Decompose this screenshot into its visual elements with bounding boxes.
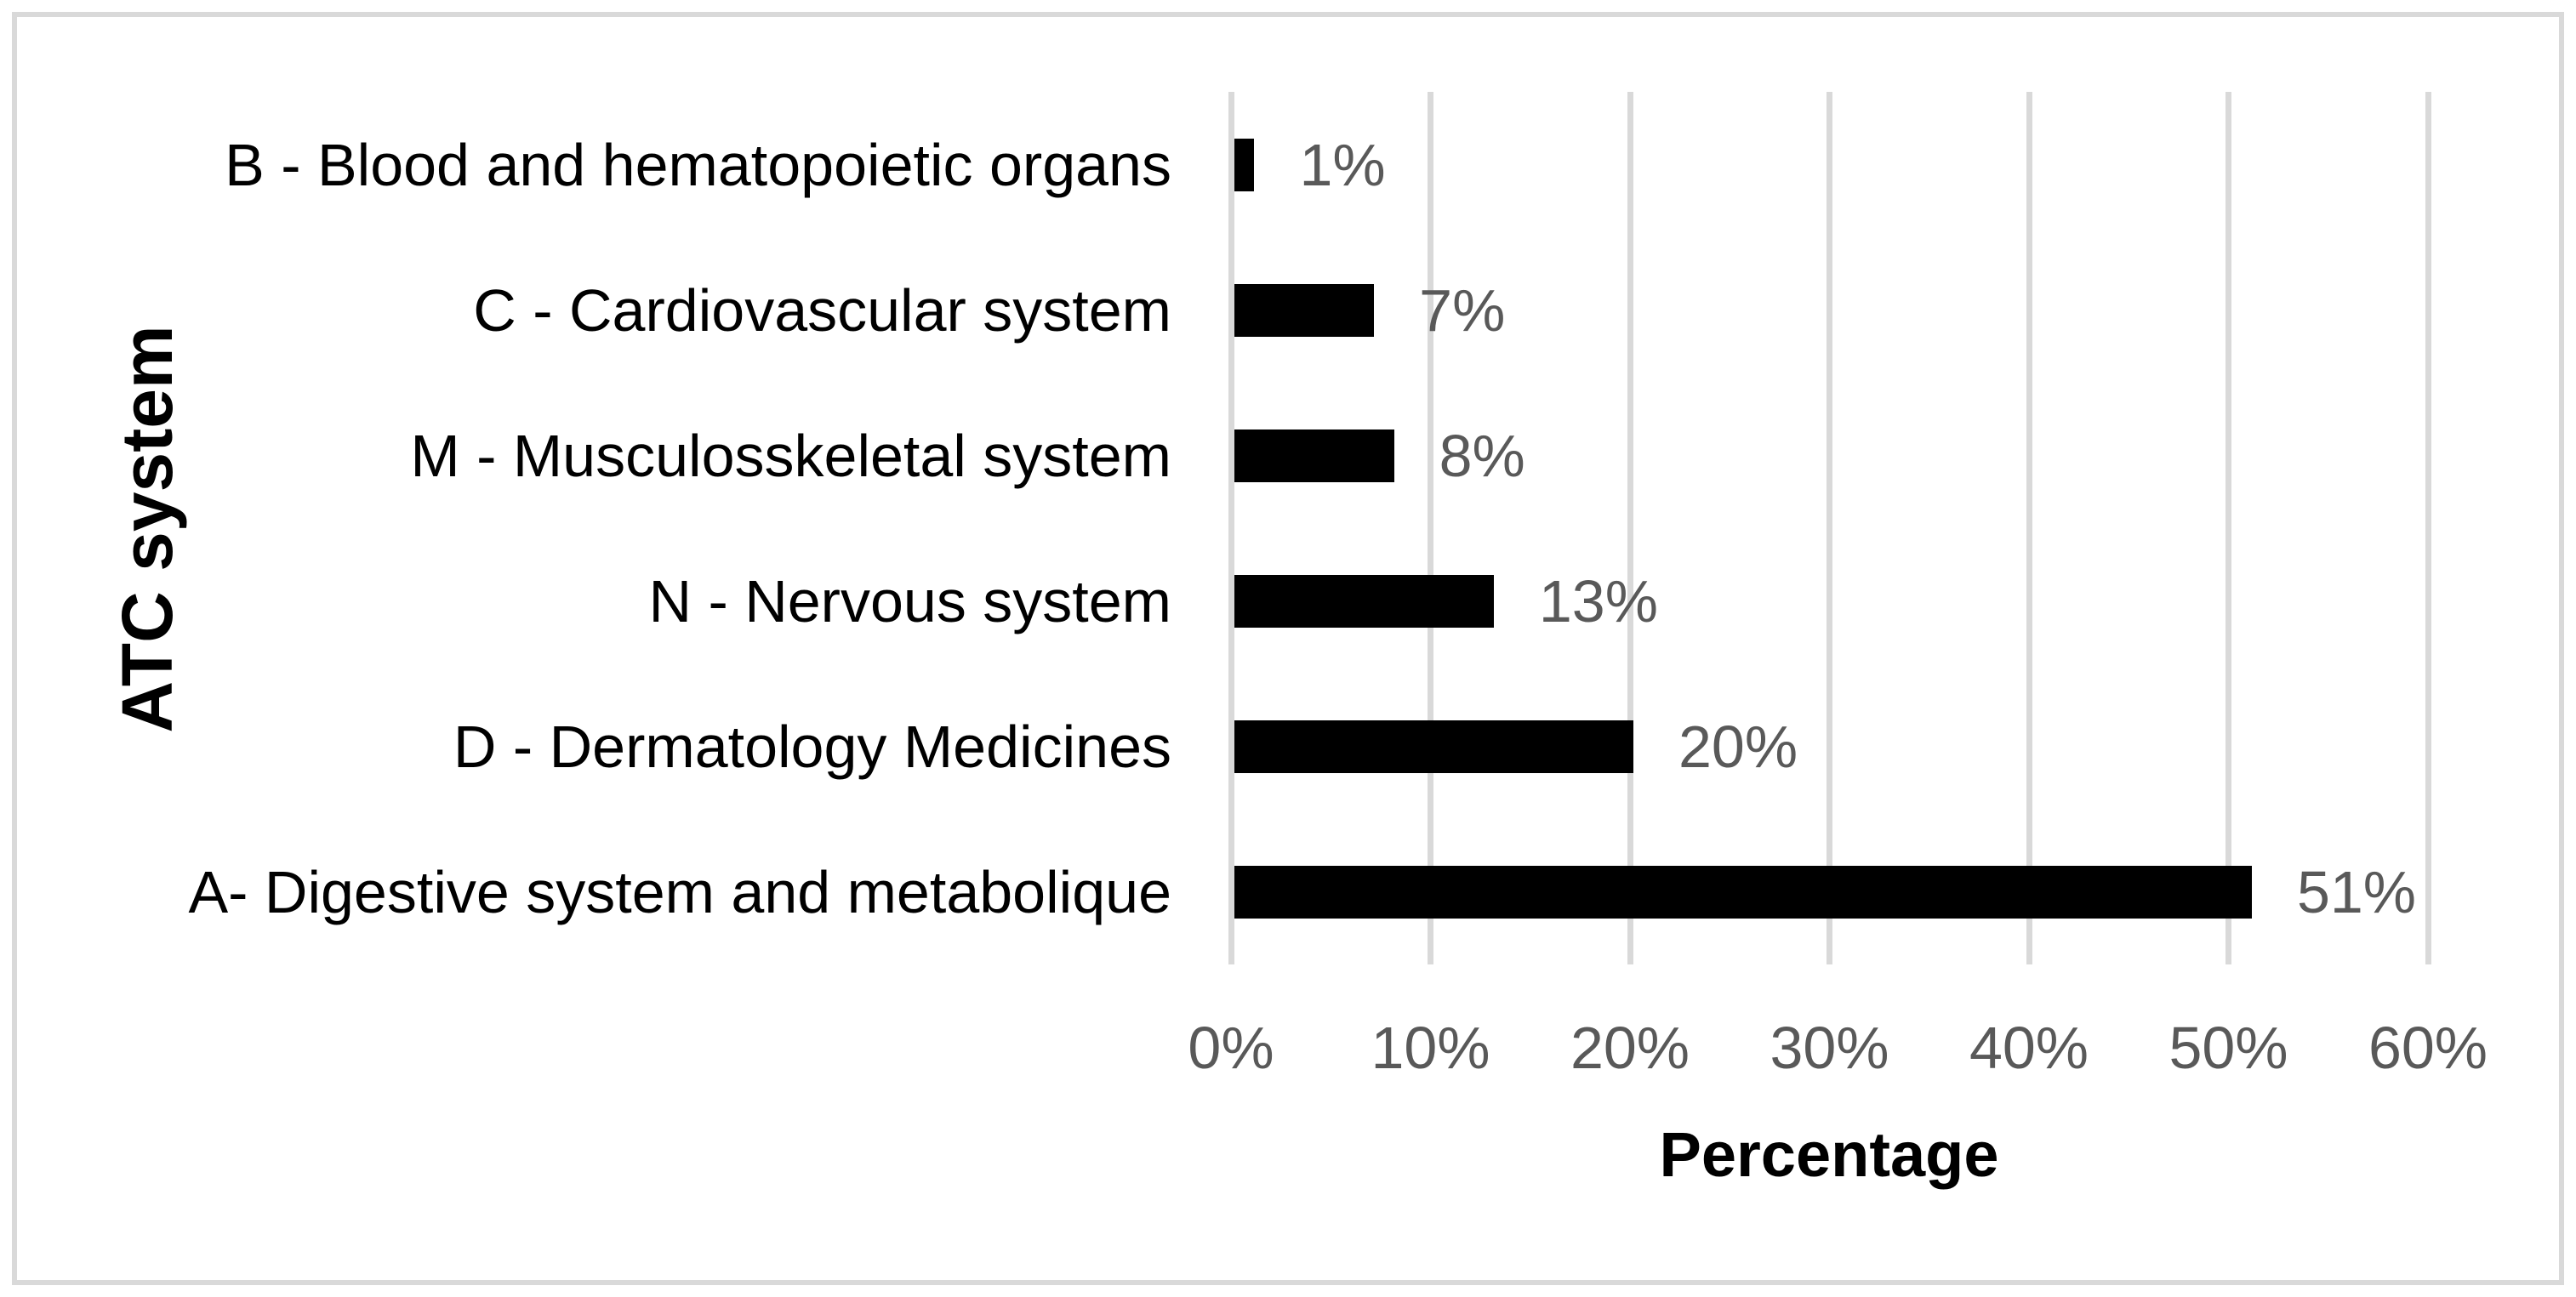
gridline-10 (1428, 92, 1433, 964)
x-axis-title: Percentage (1659, 1118, 1999, 1190)
bar-3 (1234, 574, 1494, 628)
data-label-3: 13% (1538, 567, 1658, 634)
category-label-4: D - Dermatology Medicines (453, 713, 1171, 780)
bar-0 (1234, 138, 1255, 191)
data-label-0: 1% (1299, 131, 1386, 198)
x-tick-label-20%: 20% (1570, 1015, 1690, 1081)
x-tick-label-60%: 60% (2368, 1015, 2488, 1081)
gridline-30 (1827, 92, 1832, 964)
category-label-1: C - Cardiovascular system (473, 276, 1171, 344)
category-label-5: A- Digestive system and metabolique (188, 858, 1171, 925)
data-label-5: 51% (2296, 858, 2417, 925)
gridline-40 (2026, 92, 2032, 964)
data-label-2: 8% (1439, 422, 1525, 489)
gridline-20 (1627, 92, 1633, 964)
plot-area (1228, 92, 2431, 964)
bar-2 (1234, 429, 1394, 482)
x-tick-label-40%: 40% (1969, 1015, 2089, 1081)
category-label-2: M - Musculosskeletal system (410, 422, 1171, 489)
bar-1 (1234, 283, 1375, 337)
category-label-0: B - Blood and hematopoietic organs (225, 131, 1171, 198)
x-tick-label-30%: 30% (1770, 1015, 1889, 1081)
data-label-1: 7% (1419, 276, 1506, 344)
x-tick-label-50%: 50% (2169, 1015, 2288, 1081)
x-tick-label-0%: 0% (1188, 1015, 1274, 1081)
chart-border (12, 12, 2564, 1285)
bar-5 (1234, 865, 2252, 919)
gridline-0 (1228, 92, 1234, 964)
data-label-4: 20% (1678, 713, 1798, 780)
gridline-60 (2425, 92, 2431, 964)
category-label-3: N - Nervous system (648, 567, 1171, 634)
gridline-50 (2226, 92, 2231, 964)
bar-4 (1234, 720, 1633, 773)
x-tick-label-10%: 10% (1371, 1015, 1490, 1081)
